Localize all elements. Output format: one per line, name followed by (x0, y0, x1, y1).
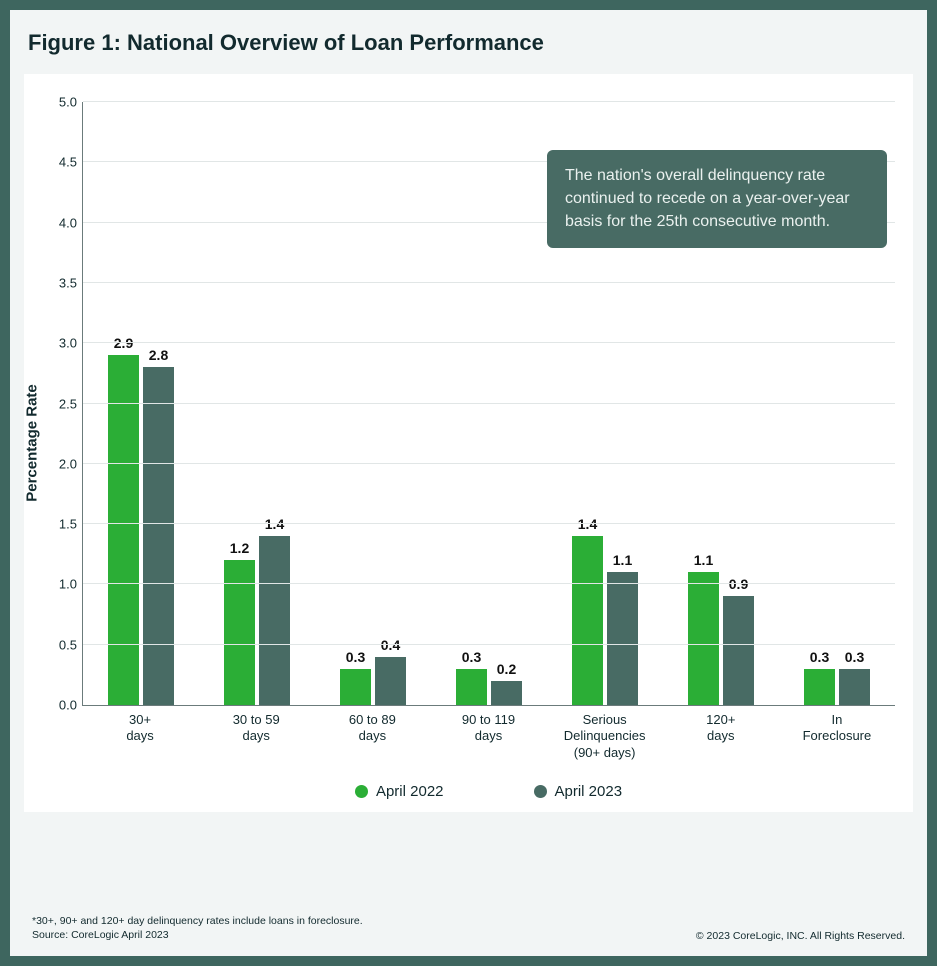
bar: 2.9 (108, 355, 139, 705)
bar: 1.1 (688, 572, 719, 705)
gridline (83, 523, 895, 524)
figure-container: Figure 1: National Overview of Loan Perf… (0, 0, 937, 966)
x-tick-label: 90 to 119days (430, 712, 546, 761)
y-axis-label: Percentage Rate (24, 384, 41, 502)
x-axis-labels: 30+days30 to 59days60 to 89days90 to 119… (82, 712, 895, 761)
y-tick: 4.5 (45, 155, 77, 170)
x-tick-label: 120+days (663, 712, 779, 761)
bar-group: 0.30.2 (431, 102, 547, 705)
bar: 1.2 (224, 560, 255, 705)
footnote-line-1: *30+, 90+ and 120+ day delinquency rates… (32, 914, 363, 928)
legend-label: April 2022 (376, 783, 444, 800)
footnote-line-2: Source: CoreLogic April 2023 (32, 928, 363, 942)
footnotes: *30+, 90+ and 120+ day delinquency rates… (32, 914, 363, 942)
bar: 0.3 (804, 669, 835, 705)
chart-area: Percentage Rate The nation's overall del… (24, 74, 913, 812)
bar-value-label: 2.8 (149, 347, 168, 363)
copyright: © 2023 CoreLogic, INC. All Rights Reserv… (696, 930, 905, 942)
legend-swatch (355, 785, 368, 798)
gridline (83, 342, 895, 343)
gridline (83, 101, 895, 102)
x-tick-label: 30 to 59days (198, 712, 314, 761)
bar-value-label: 0.3 (845, 649, 864, 665)
bar-value-label: 0.3 (810, 649, 829, 665)
legend-item: April 2023 (534, 783, 623, 800)
gridline (83, 463, 895, 464)
bar: 0.3 (340, 669, 371, 705)
y-tick: 3.0 (45, 336, 77, 351)
bar: 2.8 (143, 367, 174, 705)
gridline (83, 282, 895, 283)
x-tick-label: Serious Delinquencies(90+ days) (547, 712, 663, 761)
bar-group: 1.21.4 (199, 102, 315, 705)
bar-value-label: 1.1 (694, 552, 713, 568)
x-tick-label: 60 to 89days (314, 712, 430, 761)
gridline (83, 583, 895, 584)
bar: 1.1 (607, 572, 638, 705)
y-tick: 1.5 (45, 517, 77, 532)
y-tick: 1.0 (45, 577, 77, 592)
x-tick-label: 30+days (82, 712, 198, 761)
bar-value-label: 1.2 (230, 540, 249, 556)
figure-title: Figure 1: National Overview of Loan Perf… (28, 30, 909, 56)
bar-value-label: 0.2 (497, 661, 516, 677)
y-tick: 3.5 (45, 275, 77, 290)
legend-item: April 2022 (355, 783, 444, 800)
bar-value-label: 0.3 (462, 649, 481, 665)
gridline (83, 644, 895, 645)
bar: 0.3 (456, 669, 487, 705)
y-tick: 0.0 (45, 698, 77, 713)
y-tick: 2.5 (45, 396, 77, 411)
legend: April 2022 April 2023 (82, 783, 895, 800)
y-tick: 0.5 (45, 637, 77, 652)
bar-group: 0.30.4 (315, 102, 431, 705)
bar: 1.4 (259, 536, 290, 705)
bar: 0.2 (491, 681, 522, 705)
legend-label: April 2023 (555, 783, 623, 800)
bar-value-label: 0.3 (346, 649, 365, 665)
y-tick: 2.0 (45, 456, 77, 471)
callout-box: The nation's overall delinquency rate co… (547, 150, 887, 248)
legend-swatch (534, 785, 547, 798)
x-tick-label: InForeclosure (779, 712, 895, 761)
y-tick: 4.0 (45, 215, 77, 230)
bar: 0.4 (375, 657, 406, 705)
y-tick: 5.0 (45, 95, 77, 110)
bar: 0.9 (723, 596, 754, 705)
bar-group: 2.92.8 (83, 102, 199, 705)
bar-value-label: 1.1 (613, 552, 632, 568)
bar: 1.4 (572, 536, 603, 705)
gridline (83, 403, 895, 404)
bar: 0.3 (839, 669, 870, 705)
